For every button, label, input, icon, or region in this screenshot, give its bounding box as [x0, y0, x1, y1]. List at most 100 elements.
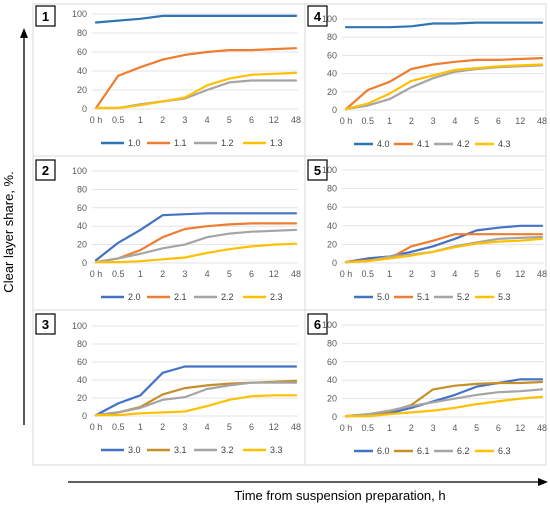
panel-3-y-tick-label: 100 — [72, 321, 87, 331]
panel-6-legend-label-6.0: 6.0 — [377, 446, 390, 456]
panel-1-x-tick-label: 0.5 — [112, 115, 125, 125]
panel-1-series-1.0 — [94, 14, 298, 24]
panel-3-x-tick-label: 4 — [205, 422, 210, 432]
panel-1-legend-label-1.3: 1.3 — [270, 138, 283, 148]
panel-6-legend-label-6.3: 6.3 — [498, 446, 511, 456]
panel-4-y-tick-label: 80 — [327, 32, 337, 42]
panel-2-y-tick-label: 80 — [77, 184, 87, 194]
panel-3-x-tick-label: 5 — [227, 422, 232, 432]
panel-2-x-tick-label: 1 — [138, 269, 143, 279]
panel-4-legend-label-4.2: 4.2 — [457, 139, 470, 149]
panel-1-y-tick-label: 20 — [77, 85, 87, 95]
panel-3-x-tick-label: 48 — [291, 422, 301, 432]
panel-6-legend-label-6.1: 6.1 — [417, 446, 430, 456]
panel-6-number: 6 — [314, 317, 321, 332]
panel-5-x-tick-label: 0 h — [340, 269, 353, 279]
panel-4-y-tick-label: 20 — [327, 87, 337, 97]
panel-5-x-tick-label: 0.5 — [362, 269, 375, 279]
panel-1-series-1.3 — [94, 71, 298, 110]
panel-5-number: 5 — [314, 163, 321, 178]
panel-2-series-2.1 — [94, 222, 298, 264]
panel-5-series-5.0 — [344, 224, 544, 264]
panel-4-series-4.1 — [344, 56, 544, 111]
panel-6-x-tick-label: 48 — [537, 423, 547, 433]
panel-frames — [32, 3, 547, 466]
panel-5-legend-label-5.2: 5.2 — [457, 292, 470, 302]
panel-5-x-tick-label: 6 — [496, 269, 501, 279]
panel-1-x-tick-label: 12 — [269, 115, 279, 125]
panel-5-x-tick-label: 5 — [474, 269, 479, 279]
panel-6-x-tick-label: 3 — [431, 423, 436, 433]
panel-1-x-tick-label: 1 — [138, 115, 143, 125]
panel-6-x-tick-label: 5 — [474, 423, 479, 433]
panel-4-y-tick-label: 40 — [327, 69, 337, 79]
panel-4-x-tick-label: 0 h — [340, 116, 353, 126]
panel-1-x-tick-label: 6 — [249, 115, 254, 125]
panel-5-number-box — [307, 159, 328, 181]
panel-4-x-tick-label: 1 — [387, 116, 392, 126]
panel-1-x-tick-label: 5 — [227, 115, 232, 125]
panel-4-x-tick-label: 4 — [452, 116, 457, 126]
panel-2-x-tick-label: 4 — [205, 269, 210, 279]
panel-4-series-4.3 — [344, 63, 544, 111]
panel-2-x-tick-label: 5 — [227, 269, 232, 279]
y-arrow-head — [20, 28, 28, 38]
panel-2-y-tick-label: 20 — [77, 240, 87, 250]
panel-3-number: 3 — [42, 317, 49, 332]
panel-3-legend-label-3.0: 3.0 — [128, 445, 141, 455]
panel-1-series-1.1 — [94, 47, 298, 110]
panel-1-number-box — [35, 5, 56, 27]
panel-5-legend-label-5.0: 5.0 — [377, 292, 390, 302]
panel-3-x-tick-label: 3 — [182, 422, 187, 432]
panel-2-legend-label-2.1: 2.1 — [174, 292, 187, 302]
panel-6-y-tick-label: 40 — [327, 375, 337, 385]
panel-1-x-tick-label: 3 — [182, 115, 187, 125]
panel-6-y-tick-label: 60 — [327, 357, 337, 367]
panel-3-series-3.0 — [94, 365, 298, 417]
panel-6-x-tick-label: 4 — [452, 423, 457, 433]
panel-5-y-tick-label: 20 — [327, 239, 337, 249]
panel-2-x-tick-label: 12 — [269, 269, 279, 279]
panel-3-x-tick-label: 1 — [138, 422, 143, 432]
panel-3-x-tick-label: 12 — [269, 422, 279, 432]
panel-4-legend-label-4.0: 4.0 — [377, 139, 390, 149]
panel-4-y-tick-label: 0 — [332, 105, 337, 115]
panel-6-y-tick-label: 80 — [327, 338, 337, 348]
panel-1-y-tick-label: 80 — [77, 28, 87, 38]
panel-4-x-tick-label: 0.5 — [362, 116, 375, 126]
panel-3-x-tick-label: 0 h — [90, 422, 103, 432]
panel-6-x-tick-label: 2 — [409, 423, 414, 433]
panel-3-series-3.2 — [94, 381, 298, 417]
panel-2-legend-label-2.2: 2.2 — [221, 292, 234, 302]
panel-6-x-tick-label: 6 — [496, 423, 501, 433]
panel-5-x-tick-label: 3 — [431, 269, 436, 279]
panel-4-legend-label-4.3: 4.3 — [498, 139, 511, 149]
panel-4-x-tick-label: 12 — [515, 116, 525, 126]
panel-3-x-tick-label: 6 — [249, 422, 254, 432]
panel-2-x-tick-label: 2 — [160, 269, 165, 279]
figure-frame — [32, 3, 547, 466]
panel-5-y-tick-label: 60 — [327, 202, 337, 212]
panel-6-y-tick-label: 20 — [327, 394, 337, 404]
y-axis-title: Clear layer share, %. — [1, 171, 16, 292]
panel-1-y-tick-label: 60 — [77, 47, 87, 57]
panel-4-series-4.0 — [344, 21, 544, 29]
panel-2-x-tick-label: 3 — [182, 269, 187, 279]
panel-6-x-tick-label: 12 — [515, 423, 525, 433]
panel-3-y-tick-label: 0 — [82, 411, 87, 421]
panel-4-number-box — [307, 5, 328, 27]
panel-2-y-tick-label: 0 — [82, 258, 87, 268]
panel-1-x-tick-label: 0 h — [90, 115, 103, 125]
panel-3-y-tick-label: 40 — [77, 375, 87, 385]
panel-6-x-tick-label: 1 — [387, 423, 392, 433]
panel-4-x-tick-label: 48 — [537, 116, 547, 126]
panel-6-series-6.0 — [344, 378, 544, 418]
panel-3-number-box — [35, 313, 56, 335]
panel-1-number: 1 — [42, 9, 49, 24]
